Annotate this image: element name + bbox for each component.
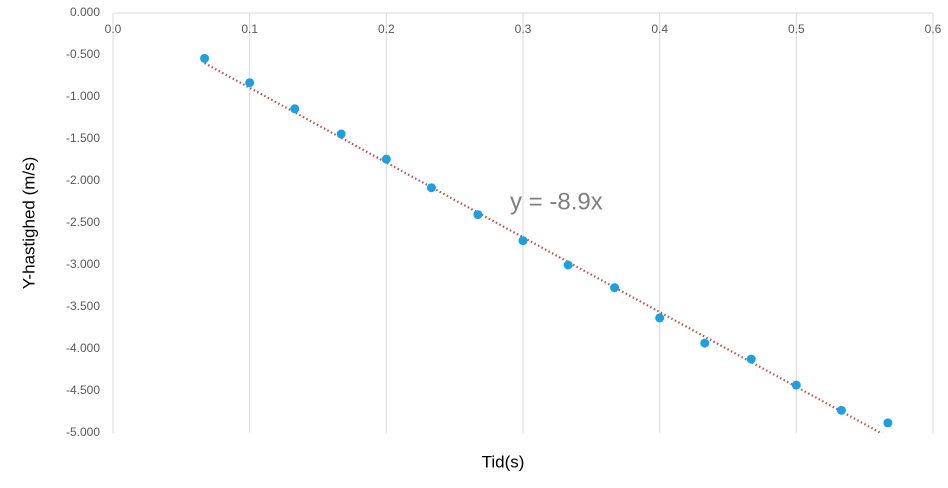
y-tick-label: -2.500: [66, 215, 100, 229]
x-tick-label: 0.3: [515, 22, 532, 36]
data-point: [610, 283, 620, 293]
x-tick-label: 0.4: [651, 22, 668, 36]
y-tick-label: -1.000: [66, 89, 100, 103]
data-point: [473, 210, 483, 220]
data-point: [700, 338, 710, 348]
x-tick-label: 0.1: [241, 22, 258, 36]
data-point: [791, 380, 801, 390]
data-point: [883, 418, 893, 428]
y-tick-label: -3.500: [66, 299, 100, 313]
data-point: [836, 405, 846, 415]
data-point: [655, 313, 665, 323]
y-tick-label: -0.500: [66, 47, 100, 61]
x-tick-label: 0.5: [788, 22, 805, 36]
data-point: [245, 78, 255, 88]
data-point: [381, 154, 391, 164]
data-point: [563, 260, 573, 270]
y-tick-label: -4.000: [66, 341, 100, 355]
x-axis-title: Tid(s): [482, 452, 525, 471]
y-tick-label: -4.500: [66, 383, 100, 397]
data-point: [200, 53, 210, 63]
x-tick-label: 0.2: [378, 22, 395, 36]
trendline-equation: y = -8.9x: [510, 188, 603, 215]
trendline: [204, 62, 884, 433]
y-tick-label: -1.500: [66, 131, 100, 145]
x-tick-label: 0.0: [105, 22, 122, 36]
x-tick-label: 0.6: [925, 22, 942, 36]
data-point: [336, 129, 346, 139]
data-point: [518, 236, 528, 246]
data-point: [426, 183, 436, 193]
y-tick-label: -3.000: [66, 257, 100, 271]
data-point: [290, 104, 300, 114]
y-tick-label: -5.000: [66, 425, 100, 439]
y-axis-title: Y-hastighed (m/s): [19, 157, 38, 290]
trendline-group: [204, 62, 884, 433]
data-point: [746, 354, 756, 364]
y-tick-label: -2.000: [66, 173, 100, 187]
y-tick-label: 0.000: [70, 5, 100, 19]
